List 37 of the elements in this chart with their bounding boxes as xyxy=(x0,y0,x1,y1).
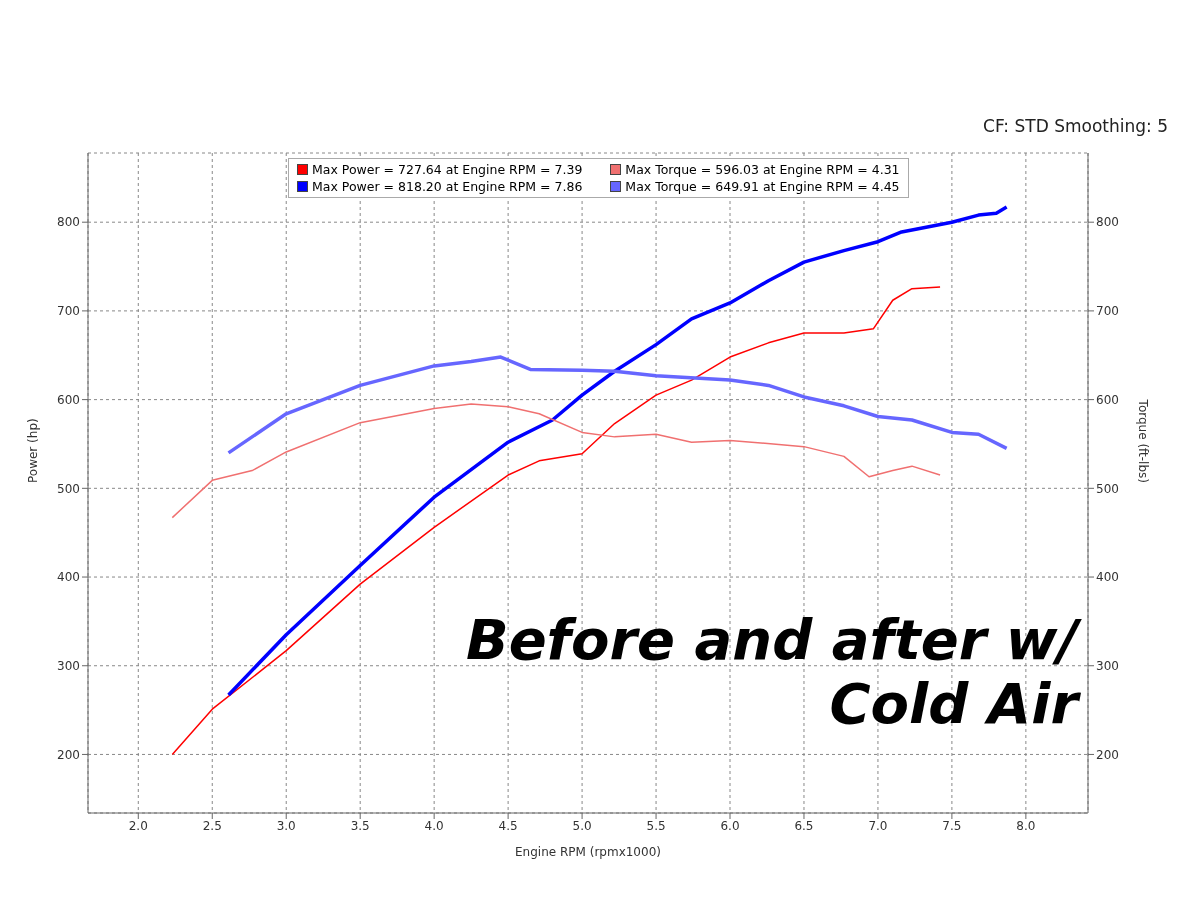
y-tick-label: 800 xyxy=(57,215,80,230)
x-tick-label: 6.5 xyxy=(794,818,814,833)
y-tick-label: 700 xyxy=(57,304,80,319)
x-tick-label: 4.0 xyxy=(424,818,444,833)
y2-tick-label: 400 xyxy=(1096,570,1119,585)
x-tick-label: 5.0 xyxy=(572,818,592,833)
y-tick-label: 300 xyxy=(57,659,80,673)
x-tick-label: 2.5 xyxy=(202,818,222,833)
legend-label: Max Torque = 596.03 at Engine RPM = 4.31 xyxy=(625,162,900,177)
x-axis-title: Engine RPM (rpmx1000) xyxy=(515,845,661,859)
x-tick-label: 6.0 xyxy=(720,818,740,833)
x-tick-label: 4.5 xyxy=(498,818,518,833)
y2-tick-label: 200 xyxy=(1096,747,1119,762)
line-series xyxy=(226,355,1009,455)
line-series xyxy=(171,403,941,519)
y2-tick-label: 300 xyxy=(1096,659,1119,673)
x-tick-label: 3.5 xyxy=(350,818,370,833)
x-tick-label: 8.0 xyxy=(1016,818,1036,833)
x-tick-label: 5.5 xyxy=(646,818,666,833)
chart-subtitle: CF: STD Smoothing: 5 xyxy=(983,116,1168,136)
y2-tick-label: 700 xyxy=(1096,304,1119,319)
x-tick-label: 7.5 xyxy=(942,818,962,833)
legend-label: Max Torque = 649.91 at Engine RPM = 4.45 xyxy=(625,179,900,194)
legend-label: Max Power = 818.20 at Engine RPM = 7.86 xyxy=(312,179,583,194)
y-tick-label: 600 xyxy=(57,392,80,407)
y2-axis-title: Torque (ft-lbs) xyxy=(1135,398,1150,483)
x-tick-label: 2.0 xyxy=(128,818,148,833)
x-tick-label: 7.0 xyxy=(868,818,888,833)
y-tick-label: 500 xyxy=(57,481,80,496)
y-axis-title: Power (hp) xyxy=(26,418,41,483)
y2-tick-label: 600 xyxy=(1096,392,1119,407)
x-tick-label: 3.0 xyxy=(276,818,296,833)
y-tick-label: 400 xyxy=(57,570,80,585)
y-tick-label: 200 xyxy=(57,747,80,762)
legend-label: Max Power = 727.64 at Engine RPM = 7.39 xyxy=(312,162,583,177)
y2-tick-label: 500 xyxy=(1096,481,1119,496)
y2-tick-label: 800 xyxy=(1096,215,1119,230)
